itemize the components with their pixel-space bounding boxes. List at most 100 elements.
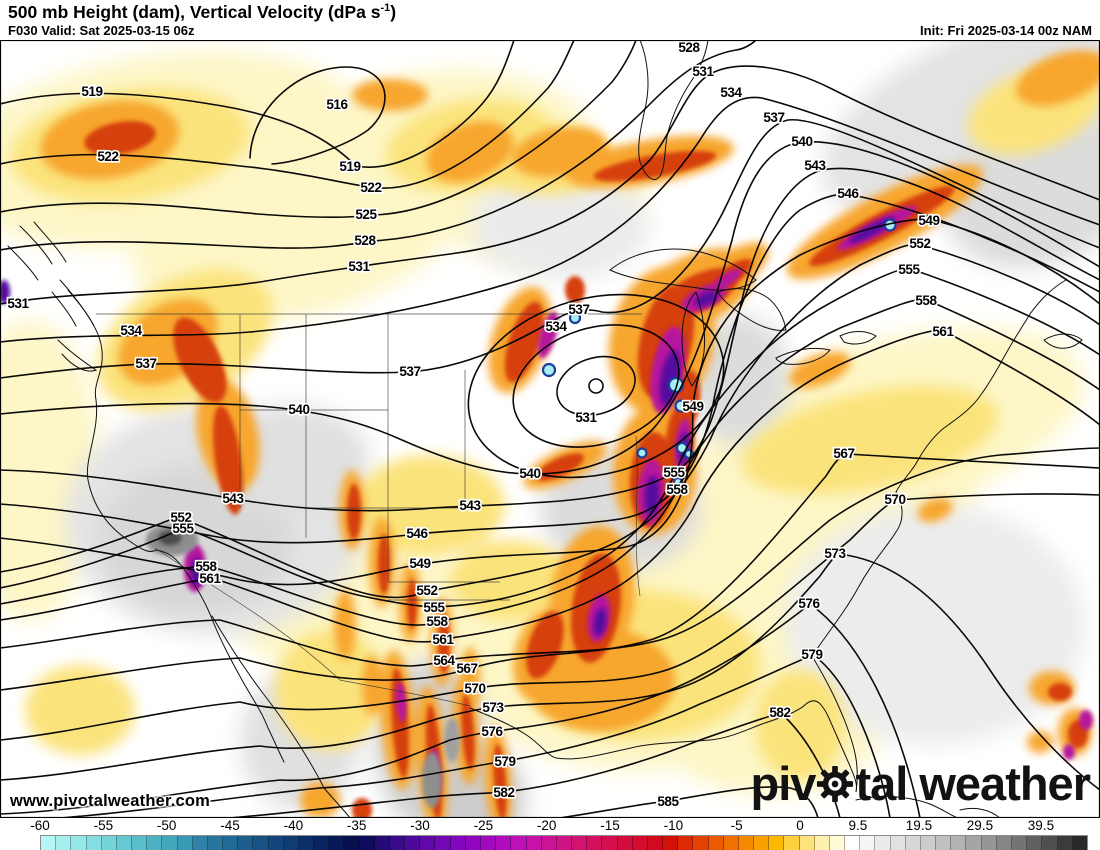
contour-label: 561	[432, 632, 454, 647]
colorbar-tick: 0	[796, 818, 804, 833]
colorbar-segment	[283, 836, 299, 850]
colorbar-segment	[572, 836, 588, 850]
coastlines	[7, 40, 1083, 818]
contour-label: 570	[464, 681, 485, 696]
weather-map-image: 516 519 519 522 522 525 528 528 531 531 531 531 534 5…	[0, 40, 1100, 818]
colorbar-segment	[389, 836, 406, 850]
contour-label: 537	[568, 302, 589, 317]
colorbar-segment	[253, 836, 269, 850]
colorbar-segment	[162, 836, 178, 850]
contour-label: 519	[339, 159, 360, 174]
colorbar-segment	[723, 836, 739, 850]
contour-label: 519	[81, 84, 102, 99]
map-header: 500 mb Height (dam), Vertical Velocity (…	[0, 0, 1100, 40]
colorbar-segment	[116, 836, 133, 850]
pivotal-weather-logo: piv tal weather	[750, 757, 1091, 810]
colorbar-segment	[632, 836, 648, 850]
colorbar-segment	[465, 836, 481, 850]
contour-label: 546	[837, 186, 859, 201]
colorbar-tick: 9.5	[848, 818, 868, 833]
contour-label: 579	[801, 647, 822, 662]
contour-label: 531	[692, 64, 714, 79]
contour-label: 552	[416, 583, 437, 598]
colorbar-segment	[56, 836, 72, 850]
colorbar-tick: -5	[730, 818, 743, 833]
colorbar-segment	[71, 836, 87, 850]
contour-label: 567	[456, 661, 477, 676]
contour-label: 555	[423, 600, 445, 615]
height-contours	[0, 40, 1100, 818]
contour-label: 558	[426, 614, 448, 629]
colorbar-segment	[996, 836, 1012, 850]
colorbar-tick: -10	[663, 818, 684, 833]
colorbar-segment	[541, 836, 557, 850]
contour-label: 537	[399, 364, 420, 379]
colorbar-segment	[374, 836, 390, 850]
colorbar-segment	[556, 836, 573, 850]
map-title: 500 mb Height (dam), Vertical Velocity (…	[8, 2, 397, 22]
colorbar-segment	[526, 836, 542, 850]
vv-shading-darkgray	[146, 524, 460, 808]
contour-label: 558	[915, 293, 937, 308]
colorbar-segment	[860, 836, 876, 850]
colorbar-segment	[496, 836, 512, 850]
colorbar-segment	[951, 836, 967, 850]
colorbar-segment	[890, 836, 906, 850]
colorbar-segment	[738, 836, 755, 850]
colorbar-segment	[420, 836, 436, 850]
contour-label: 549	[918, 213, 939, 228]
colorbar-segment	[617, 836, 633, 850]
colorbar-segment	[981, 836, 997, 850]
colorbar-segment	[920, 836, 937, 850]
colorbar-tick: 19.5	[905, 818, 933, 833]
contour-label: 582	[493, 785, 514, 800]
colorbar-strip	[40, 835, 1088, 850]
contour-label: 531	[348, 259, 370, 274]
contour-label: 573	[824, 546, 846, 561]
contour-label: 531	[575, 410, 597, 425]
colorbar-tick: -35	[346, 818, 367, 833]
contour-label: 570	[884, 492, 905, 507]
colorbar-segment	[207, 836, 224, 850]
contour-label: 525	[355, 207, 377, 222]
colorbar-segment	[192, 836, 208, 850]
colorbar-segment	[814, 836, 830, 850]
colorbar-segment	[966, 836, 982, 850]
colorbar-segment	[223, 836, 239, 850]
colorbar-segment	[298, 836, 315, 850]
contour-label: 564	[433, 653, 455, 668]
init-time-label: Init: Fri 2025-03-14 00z NAM	[920, 23, 1092, 38]
contour-label: 555	[172, 521, 194, 536]
colorbar-tick: -55	[93, 818, 114, 833]
contour-label: 528	[678, 40, 700, 55]
colorbar-tick: -45	[220, 818, 240, 833]
colorbar-segment	[602, 836, 618, 850]
contour-label: 549	[682, 399, 703, 414]
contour-label: 540	[791, 134, 812, 149]
contour-label: 543	[459, 498, 481, 513]
colorbar-segment	[450, 836, 466, 850]
contour-label: 531	[7, 296, 29, 311]
contour-label: 573	[482, 700, 504, 715]
colorbar-segment	[1072, 836, 1087, 850]
colorbar-segment	[511, 836, 527, 850]
colorbar-segment	[238, 836, 254, 850]
colorbar-segment	[268, 836, 284, 850]
contour-label: 522	[360, 180, 381, 195]
contour-label: 567	[833, 446, 854, 461]
contour-label: 543	[804, 158, 826, 173]
colorbar-tick: -25	[473, 818, 494, 833]
colorbar-segment	[329, 836, 345, 850]
contour-label: 579	[494, 754, 515, 769]
colorbar-segment	[754, 836, 770, 850]
valid-time-label: F030 Valid: Sat 2025-03-15 06z	[8, 23, 195, 38]
contour-label: 558	[666, 482, 688, 497]
colorbar-segment	[784, 836, 800, 850]
contour-label: 522	[97, 149, 118, 164]
contour-label: 576	[481, 724, 503, 739]
contour-label: 555	[663, 465, 685, 480]
contour-label: 555	[898, 262, 920, 277]
colorbar-segment	[101, 836, 117, 850]
contour-label: 552	[909, 236, 930, 251]
